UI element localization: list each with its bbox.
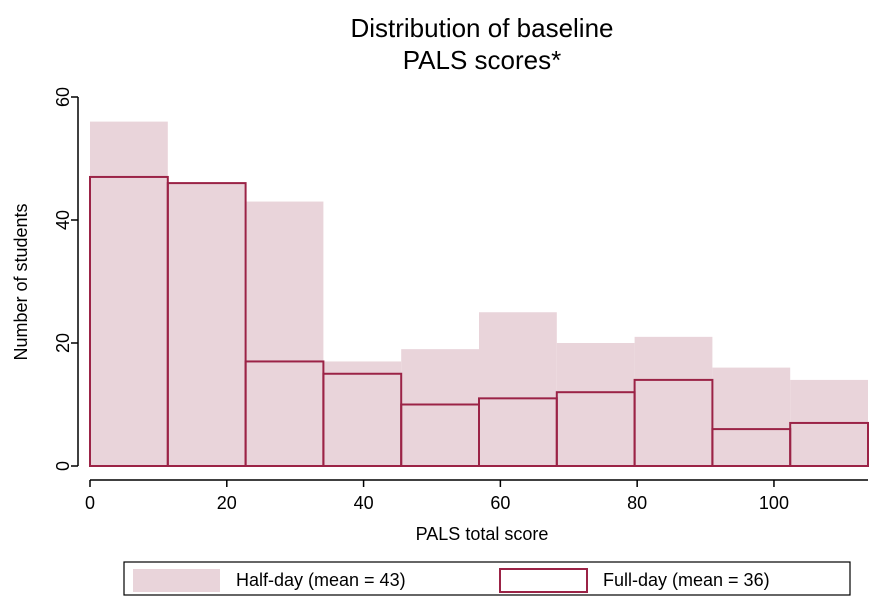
bar <box>90 121 168 466</box>
legend-label: Half-day (mean = 43) <box>236 570 406 590</box>
bar <box>166 182 247 467</box>
y-tick-label: 20 <box>53 333 73 353</box>
legend-label: Full-day (mean = 36) <box>603 570 770 590</box>
x-tick-label: 60 <box>490 493 510 513</box>
bar <box>789 421 870 468</box>
x-tick-label: 80 <box>627 493 647 513</box>
x-tick-label: 100 <box>759 493 789 513</box>
x-tick-label: 40 <box>354 493 374 513</box>
y-tick-label: 0 <box>53 461 73 471</box>
y-tick-label: 60 <box>53 87 73 107</box>
x-tick-label: 20 <box>217 493 237 513</box>
x-axis-label: PALS total score <box>416 524 549 544</box>
y-tick-label: 40 <box>53 210 73 230</box>
legend-swatch <box>499 568 588 593</box>
chart-title: PALS scores* <box>403 45 561 75</box>
legend-box <box>123 561 851 596</box>
chart-title: Distribution of baseline <box>350 13 613 43</box>
bar <box>633 378 714 467</box>
bar <box>556 343 635 466</box>
bar <box>245 201 324 467</box>
y-axis-label: Number of students <box>11 203 31 360</box>
bar <box>323 361 402 466</box>
bar <box>401 349 479 466</box>
bar <box>479 312 557 466</box>
bar <box>712 367 791 466</box>
bar <box>167 183 246 466</box>
legend-swatch <box>133 569 220 592</box>
x-tick-label: 0 <box>85 493 95 513</box>
bar <box>634 336 713 466</box>
